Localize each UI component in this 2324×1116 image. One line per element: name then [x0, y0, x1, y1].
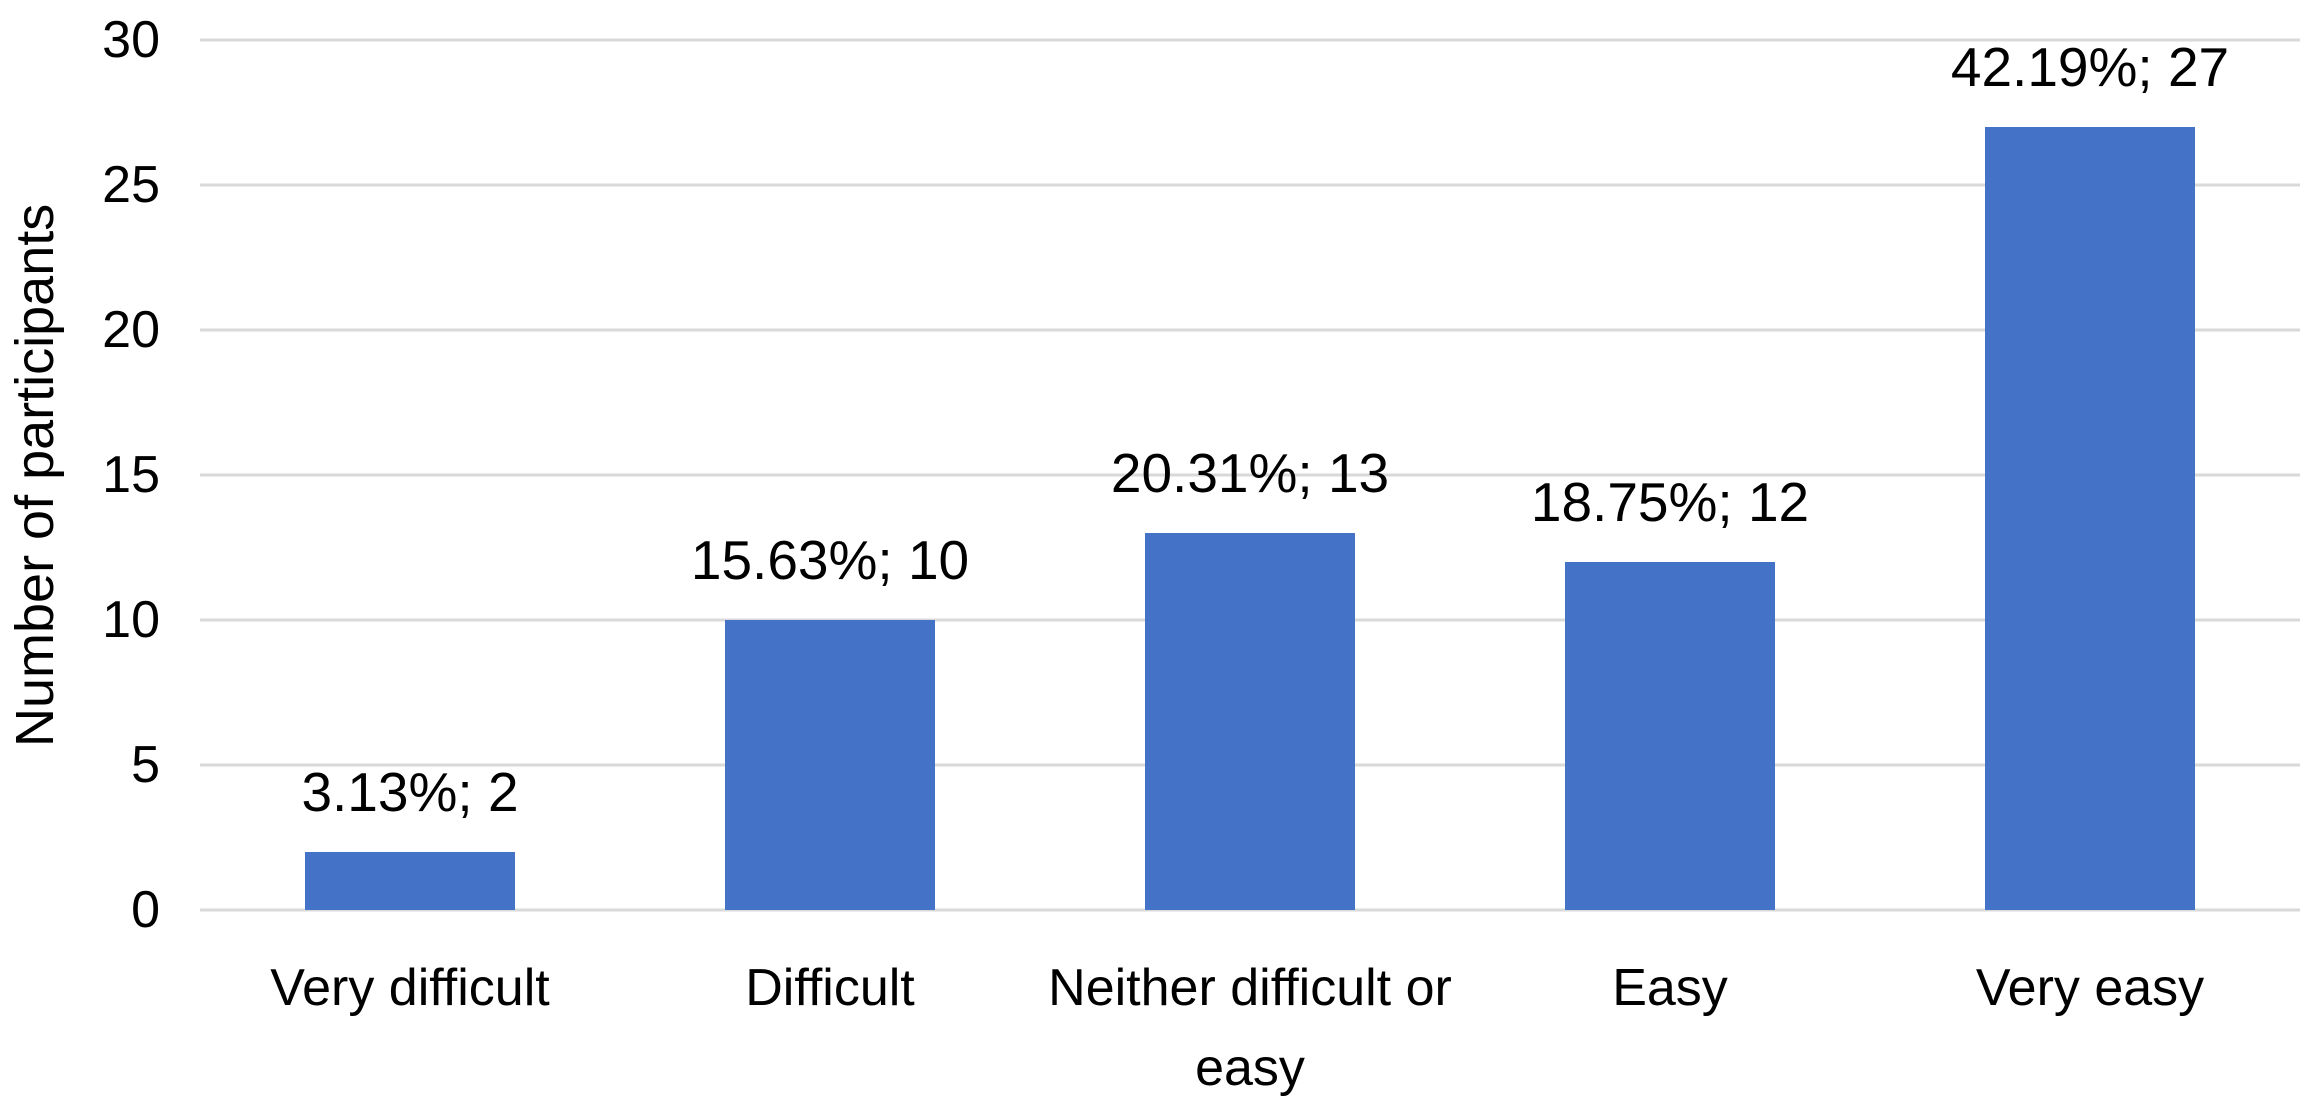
bar	[725, 620, 935, 910]
y-tick-label: 15	[102, 446, 160, 504]
x-category-label: Easy	[1612, 959, 1728, 1017]
bar	[305, 852, 515, 910]
bar	[1985, 127, 2195, 910]
bar-slot: 18.75%; 12	[1460, 40, 1880, 910]
bar-value-label: 15.63%; 10	[690, 529, 970, 592]
gridline	[200, 908, 2300, 912]
x-category-label: Difficult	[745, 959, 915, 1017]
y-tick-label: 20	[102, 301, 160, 360]
bar-value-label: 3.13%; 2	[301, 761, 519, 823]
y-tick-label: 0	[131, 881, 160, 939]
y-tick-label: 25	[102, 156, 160, 214]
bar	[1145, 533, 1355, 910]
x-category: Very easy	[1880, 910, 2300, 1108]
bar-value-label: 18.75%; 12	[1530, 471, 1810, 533]
bar	[1565, 562, 1775, 910]
x-category-label: Neither difficult or easy	[1048, 959, 1452, 1097]
gridline	[200, 473, 2300, 477]
gridline	[200, 38, 2300, 42]
bars-row: 3.13%; 2 15.63%; 10 20.31%; 13 18.75%; 12 42…	[200, 40, 2300, 910]
bar-slot: 42.19%; 27	[1880, 40, 2300, 910]
y-tick-label: 30	[102, 11, 160, 69]
x-category-label: Very difficult	[270, 959, 550, 1017]
x-category-label: Very easy	[1975, 959, 2205, 1017]
x-category: Neither difficult or easy	[1040, 910, 1460, 1108]
bar-slot: 15.63%; 10	[620, 40, 1040, 910]
x-category: Easy	[1460, 910, 1880, 1108]
y-tick-label: 10	[102, 591, 160, 650]
bar-value-label: 20.31%; 13	[1110, 442, 1390, 505]
bar-value-label: 42.19%; 27	[1950, 36, 2230, 98]
gridline	[200, 183, 2300, 187]
gridline	[200, 328, 2300, 332]
plot-area: 3.13%; 2 15.63%; 10 20.31%; 13 18.75%; 12 42…	[200, 38, 2300, 912]
bar-slot: 3.13%; 2	[200, 40, 620, 910]
bar-slot: 20.31%; 13	[1040, 40, 1460, 910]
y-tick-label: 5	[131, 736, 160, 795]
y-axis: 0 5 10 15 20 25 30	[0, 14, 160, 936]
x-axis: Very difficult Difficult Neither difficult…	[200, 910, 2300, 1108]
x-category: Difficult	[620, 910, 1040, 1108]
x-category: Very difficult	[200, 910, 620, 1108]
